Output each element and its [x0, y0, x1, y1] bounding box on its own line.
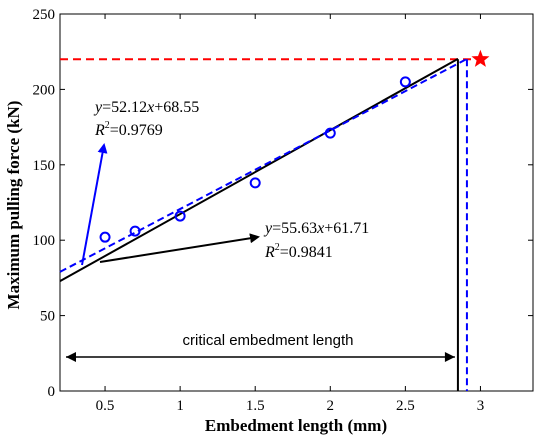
blue-r2-sup: 2	[105, 120, 110, 131]
black-eq-intercept: +61.71	[324, 220, 369, 237]
black-eq-y: y	[263, 220, 273, 237]
blue-eq-x: x	[146, 99, 154, 116]
x-tick-label: 3	[477, 398, 485, 414]
blue-eq-y: y	[93, 99, 103, 116]
black-fit-r2: R2=0.9841	[264, 242, 333, 261]
chart-marks	[59, 49, 490, 391]
data-point	[129, 225, 141, 237]
critical-arrowhead-right	[444, 352, 455, 362]
y-tick-label: 100	[33, 233, 56, 249]
data-point	[174, 210, 186, 222]
critical-length-label: critical embedment length	[183, 332, 354, 349]
black-annotation-arrow	[99, 233, 260, 263]
y-tick-label: 50	[40, 309, 55, 325]
blue-r2-value: =0.9769	[110, 122, 163, 139]
black-fit-line	[59, 57, 459, 283]
black-fit-equation: y=55.63x+61.71	[263, 220, 369, 237]
blue-r2-r: R	[94, 122, 105, 139]
y-tick-label: 200	[33, 82, 56, 98]
x-tick-label: 1	[176, 398, 184, 414]
blue-fit-r2: R2=0.9769	[94, 120, 163, 139]
plot-frame	[59, 13, 534, 392]
x-tick-label: 0.5	[96, 398, 115, 414]
y-tick-labels: 0 50 100 150 200 250	[33, 7, 56, 400]
data-point	[249, 177, 261, 189]
blue-annotation-arrow	[81, 143, 108, 266]
black-r2-value: =0.9841	[280, 244, 333, 261]
blue-fit-equation: y=52.12x+68.55	[93, 99, 199, 116]
x-axis-title: Embedment length (mm)	[205, 416, 387, 435]
black-r2-r: R	[264, 244, 275, 261]
black-eq-x: x	[316, 220, 324, 237]
x-tick-labels: 0.5 1 1.5 2 2.5 3	[96, 398, 485, 414]
black-eq-slope: =55.63	[272, 220, 317, 237]
black-r2-sup: 2	[275, 242, 280, 253]
axis-ticks	[60, 13, 533, 392]
critical-arrowhead-left	[66, 352, 76, 362]
x-tick-label: 2	[327, 398, 335, 414]
data-point	[399, 76, 411, 88]
x-tick-label: 2.5	[396, 398, 415, 414]
y-tick-label: 0	[48, 384, 56, 400]
blue-eq-slope: =52.12	[102, 99, 147, 116]
y-tick-label: 250	[33, 7, 56, 23]
y-axis-title: Maximum pulling force (kN)	[4, 101, 23, 310]
data-point	[324, 127, 336, 139]
x-tick-label: 1.5	[246, 398, 265, 414]
star-marker	[471, 49, 490, 67]
y-tick-label: 150	[33, 158, 56, 174]
blue-eq-intercept: +68.55	[154, 99, 199, 116]
data-point	[99, 231, 111, 243]
blue-fit-line	[59, 58, 468, 273]
